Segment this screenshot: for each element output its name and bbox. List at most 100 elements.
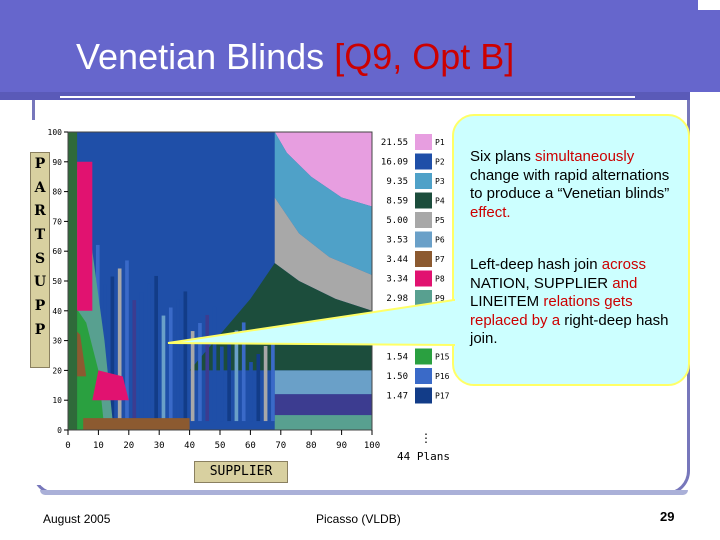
legend-swatch <box>415 212 432 228</box>
plan-diagram-image: 0 10 20 30 40 50 60 70 80 90 100 0 10 20 30 40 50 60 70 80 9… <box>32 120 452 485</box>
x-tick-label: 70 <box>275 441 286 451</box>
plan-diagram-svg: 0 10 20 30 40 50 60 70 80 90 100 0 10 20 30 40 50 60 70 80 9… <box>48 128 450 463</box>
legend-plan: P13 <box>435 314 450 323</box>
blind-strip <box>117 268 122 422</box>
para2-run-0: Left-deep hash join <box>470 256 602 273</box>
blind-strip <box>220 346 224 422</box>
y-tick-label: 20 <box>52 366 62 375</box>
blind-strip <box>241 322 246 422</box>
para1-run-0: Six plans <box>470 148 536 165</box>
blind-strip <box>256 354 261 422</box>
legend-swatch <box>415 270 432 287</box>
x-tick-label: 50 <box>215 441 226 451</box>
region-p8 <box>92 370 129 401</box>
blind-strip <box>234 330 239 422</box>
legend-pct: 3.53 <box>386 236 408 246</box>
region-p8-strip <box>77 161 93 311</box>
x-tick-label: 40 <box>184 441 195 451</box>
x-tick-label: 20 <box>123 441 134 451</box>
y-axis-label-letter-0: P <box>34 156 46 172</box>
y-axis-label-letter-6: P <box>34 298 46 315</box>
legend-plan: P16 <box>435 372 450 381</box>
legend-pct: 1.71 <box>386 314 408 324</box>
legend-plan: P2 <box>435 158 445 167</box>
legend-plan: P1 <box>435 138 445 147</box>
region-p9 <box>274 415 372 430</box>
y-axis-label-letter-1: A <box>34 179 46 196</box>
legend-swatch <box>415 153 432 170</box>
x-tick-label: 30 <box>154 441 165 451</box>
page-number: 29 <box>660 509 675 524</box>
plan-regions <box>68 132 372 430</box>
legend-pct: 1.47 <box>386 392 408 402</box>
legend-plan: P15 <box>435 353 450 362</box>
para2-run-2: NATION, SUPPLIER <box>470 274 613 292</box>
legend-swatch <box>415 251 432 267</box>
legend-pct: 3.34 <box>386 275 408 285</box>
blind-strip <box>249 362 253 422</box>
blind-strip <box>176 299 180 422</box>
blind-strip <box>205 314 210 422</box>
legend-plan: P14 <box>435 333 450 342</box>
legend-pct: 16.09 <box>381 158 408 168</box>
para1-run-1: simultaneously <box>535 148 635 165</box>
blind-strip <box>183 291 188 422</box>
legend-plan: P9 <box>435 294 445 303</box>
para2-run-3: and <box>612 274 638 292</box>
legend-pct: 1.54 <box>386 353 408 363</box>
legend-swatch <box>415 329 432 345</box>
legend-swatch <box>415 290 432 306</box>
y-tick-label: 90 <box>52 158 62 167</box>
plan-legend: 21.55 P1 16.09 P2 9.35 P3 8.59 P4 5.00 P5 3.53 P6 3.… <box>381 134 450 404</box>
region-p1 <box>274 132 372 207</box>
legend-swatch <box>415 387 432 404</box>
y-axis-label-letter-7: P <box>34 321 46 338</box>
blind-strip <box>212 306 217 422</box>
legend-pct: 5.00 <box>386 216 408 226</box>
footer-venue: Picasso (VLDB) <box>316 512 401 526</box>
footer-date: August 2005 <box>43 512 111 526</box>
region-p7-strip <box>83 418 190 430</box>
slide-title-accent: [Q9, Opt B] <box>334 36 515 77</box>
x-tick-label: 80 <box>306 441 317 451</box>
legend-plan: P8 <box>435 275 445 284</box>
region-p13 <box>274 394 372 416</box>
x-tick-label: 90 <box>336 441 347 451</box>
para2-run-5: relations gets replaced by a <box>470 293 633 329</box>
legend-pct: 9.35 <box>386 177 408 187</box>
blind-strip <box>154 275 158 422</box>
legend-swatch <box>415 173 432 189</box>
blind-strip <box>263 345 268 422</box>
legend-pct: 1.50 <box>386 372 408 382</box>
legend-plan: P17 <box>435 392 450 401</box>
title-bar <box>0 0 698 92</box>
blind-strip <box>139 292 144 422</box>
blind-strip <box>227 338 231 422</box>
legend-swatch <box>415 348 432 365</box>
region-p6 <box>274 370 372 395</box>
legend-plan: P3 <box>435 177 445 186</box>
legend-plan: P4 <box>435 197 445 206</box>
legend-plan: P5 <box>435 216 445 225</box>
x-axis-label: SUPPLIER <box>194 461 288 483</box>
y-tick-label: 30 <box>52 337 62 346</box>
region-p5 <box>274 197 372 311</box>
x-tick-label: 100 <box>364 441 380 451</box>
y-tick-label: 40 <box>52 307 62 316</box>
legend-pct: 2.98 <box>386 294 408 304</box>
blind-strip <box>271 337 275 422</box>
blind-strip <box>190 331 195 422</box>
y-tick-label: 10 <box>52 396 62 405</box>
title-divider <box>60 96 635 98</box>
legend-pct: 1.54 <box>386 333 408 343</box>
title-bar-edge <box>698 10 720 92</box>
blind-strip <box>125 260 129 422</box>
y-tick-label: 100 <box>48 128 63 137</box>
region-p3 <box>274 132 372 276</box>
blind-strip <box>110 276 115 422</box>
y-axis-label-letter-3: T <box>34 227 46 244</box>
x-tick-label: 60 <box>245 441 256 451</box>
legend-pct: 3.44 <box>386 255 408 265</box>
y-axis-label-letter-5: U <box>33 274 47 291</box>
y-tick-label: 50 <box>52 277 62 286</box>
